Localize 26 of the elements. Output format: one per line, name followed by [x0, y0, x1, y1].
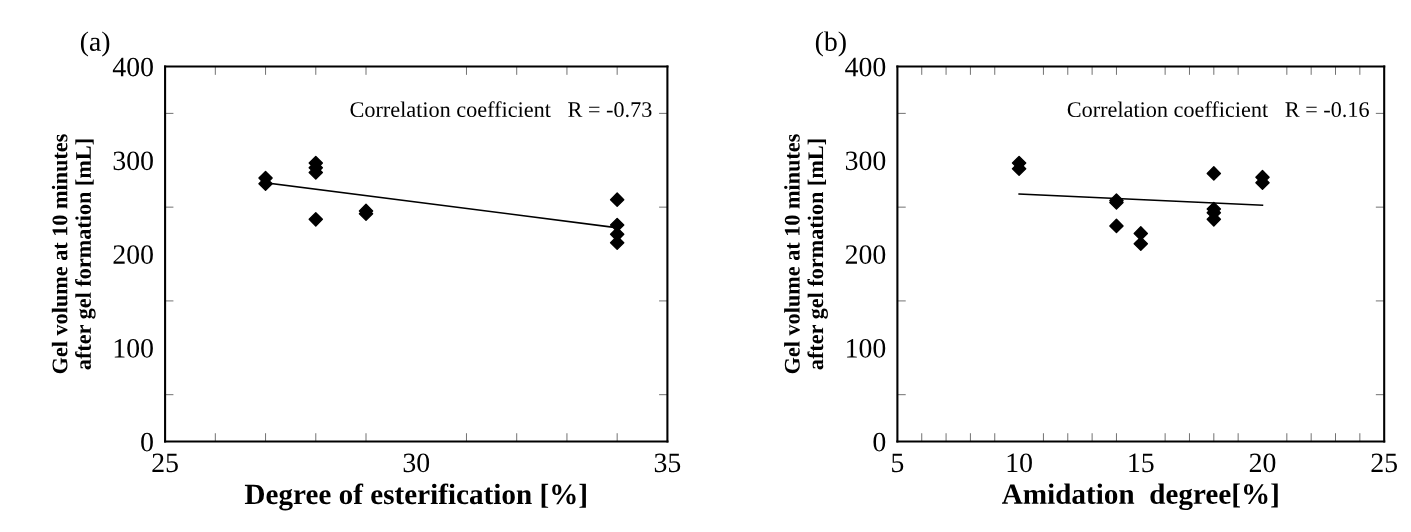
x-tick-label: 15	[1129, 453, 1154, 473]
x-axis-title: Amidation degree[%]	[1002, 483, 1278, 511]
y-tick-label: 200	[845, 245, 886, 264]
y-tick-label: 0	[141, 432, 153, 452]
y-tick-label: 300	[845, 151, 886, 171]
y-tick-label: 400	[112, 57, 153, 77]
x-tick-label: 25	[1371, 453, 1397, 473]
x-tick-label: 30	[403, 453, 430, 473]
y-tick-label: 100	[114, 338, 153, 358]
chart-title: (b)	[815, 31, 846, 57]
x-tick-label: 5	[892, 453, 904, 473]
annotation: Correlation coefficient R = -0.73	[350, 101, 652, 118]
y-axis-title: Gel volume at 10 minutes after gel formation [mL]	[784, 134, 828, 374]
x-tick-label: 10	[1007, 453, 1032, 473]
x-axis-title: Degree of esterification [%]	[244, 483, 586, 511]
x-tick-label: 35	[654, 453, 681, 473]
y-tick-label: 100	[847, 338, 886, 358]
y-tick-label: 0	[873, 432, 886, 452]
y-axis-title: Gel volume at 10 minutes after gel formation [mL]	[51, 134, 96, 374]
y-tick-label: 300	[113, 151, 153, 171]
chart-title: (a)	[80, 31, 110, 57]
x-tick-label: 20	[1249, 453, 1276, 473]
y-tick-label: 200	[113, 245, 153, 264]
x-tick-label: 25	[152, 453, 178, 473]
annotation: Correlation coefficient R = -0.16	[1067, 101, 1369, 118]
y-tick-label: 400	[845, 57, 886, 77]
